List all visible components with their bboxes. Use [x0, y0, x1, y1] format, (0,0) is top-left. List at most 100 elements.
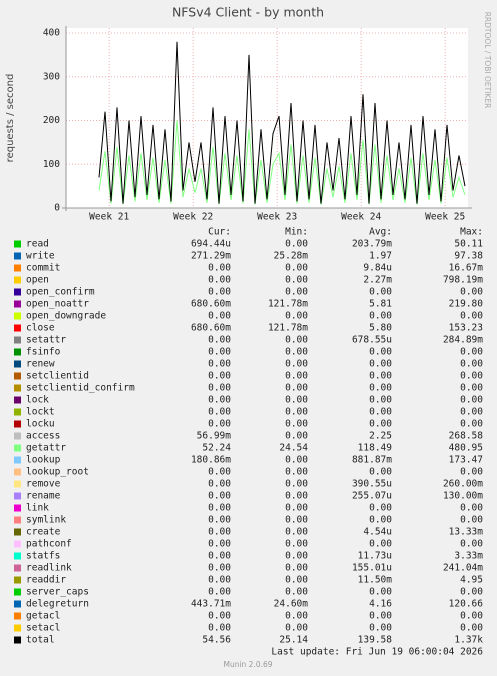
legend-swatch — [14, 528, 21, 536]
legend-stat: 0.00 — [460, 407, 483, 418]
legend-stat: 4.54u — [363, 527, 392, 538]
legend-entry: fsinfo — [26, 347, 61, 358]
legend-entry: delegreturn — [26, 599, 89, 610]
y-tick-label: 400 — [43, 28, 60, 39]
legend-stat: 0.00 — [208, 491, 231, 502]
legend-stat: 0.00 — [460, 311, 483, 322]
legend-swatch — [14, 420, 21, 428]
legend-stat: 139.58 — [358, 635, 393, 646]
legend-swatch — [14, 588, 21, 596]
legend-stat: 0.00 — [369, 611, 392, 622]
last-update: Last update: Fri Jun 19 06:00:04 2026 — [271, 647, 483, 658]
legend-stat: 203.79m — [352, 239, 392, 250]
legend-stat: 155.01u — [352, 563, 392, 574]
legend-swatch — [14, 516, 21, 524]
legend-swatch — [14, 576, 21, 584]
legend-stat: 0.00 — [208, 311, 231, 322]
legend-stat: 16.67m — [449, 263, 484, 274]
legend-swatch — [14, 240, 21, 248]
legend-stat: 0.00 — [285, 383, 308, 394]
legend-stat: 0.00 — [460, 515, 483, 526]
legend-stat: 255.07u — [352, 491, 392, 502]
x-tick-label: Week 25 — [425, 212, 465, 223]
legend-stat: 0.00 — [285, 491, 308, 502]
legend-stat: 118.49 — [358, 443, 393, 454]
legend-stat: 173.47 — [449, 455, 483, 466]
legend-entry: access — [26, 431, 60, 442]
legend-entry: open_downgrade — [26, 311, 106, 322]
legend-stat: 5.81 — [369, 299, 392, 310]
legend-stat: 0.00 — [285, 539, 308, 550]
legend-swatch — [14, 384, 21, 392]
legend-stat: 0.00 — [369, 407, 392, 418]
legend-entry: open — [26, 275, 49, 286]
legend-entry: statfs — [26, 551, 60, 562]
legend-entry: close — [26, 323, 55, 334]
legend-stat: 0.00 — [285, 419, 308, 430]
legend-stat: 694.44u — [191, 239, 231, 250]
legend-entry: link — [26, 503, 49, 514]
legend-entry: remove — [26, 479, 61, 490]
legend-swatch — [14, 276, 21, 284]
legend-stat: 0.00 — [285, 431, 308, 442]
legend-swatch — [14, 300, 21, 308]
legend-header: Avg: — [369, 227, 392, 238]
legend-stat: 0.00 — [285, 371, 308, 382]
legend-stat: 0.00 — [285, 359, 308, 370]
legend-stat: 0.00 — [369, 395, 392, 406]
legend-swatch — [14, 288, 21, 296]
legend-stat: 25.28m — [274, 251, 309, 262]
legend-stat: 0.00 — [369, 419, 392, 430]
legend-stat: 0.00 — [208, 263, 231, 274]
legend-swatch — [14, 600, 21, 608]
legend-swatch — [14, 540, 21, 548]
legend-stat: 153.23 — [449, 323, 483, 334]
legend-stat: 0.00 — [369, 503, 392, 514]
legend-swatch — [14, 324, 21, 332]
x-tick-label: Week 22 — [173, 212, 213, 223]
y-tick-label: 100 — [43, 159, 60, 170]
legend-stat: 180.86m — [191, 455, 231, 466]
legend-swatch — [14, 372, 21, 380]
legend-stat: 0.00 — [369, 467, 392, 478]
legend-stat: 54.56 — [202, 635, 231, 646]
legend-stat: 0.00 — [285, 395, 308, 406]
legend-swatch — [14, 348, 21, 356]
legend-stat: 480.95 — [449, 443, 483, 454]
legend-stat: 0.00 — [208, 395, 231, 406]
legend-swatch — [14, 552, 21, 560]
legend-stat: 0.00 — [285, 275, 308, 286]
legend-stat: 0.00 — [285, 239, 308, 250]
legend-entry: lockt — [26, 407, 55, 418]
legend-entry: open_confirm — [26, 287, 95, 298]
legend-stat: 0.00 — [285, 287, 308, 298]
legend-stat: 0.00 — [208, 287, 231, 298]
legend-stat: 0.00 — [285, 527, 308, 538]
legend-stat: 0.00 — [285, 479, 308, 490]
series-line — [98, 120, 466, 205]
legend-entry: total — [26, 635, 55, 646]
legend-stat: 4.95 — [460, 575, 483, 586]
legend-stat: 0.00 — [460, 623, 483, 634]
legend-stat: 0.00 — [285, 623, 308, 634]
legend-stat: 0.00 — [285, 611, 308, 622]
legend-stat: 271.29m — [191, 251, 231, 262]
legend-stat: 1.97 — [369, 251, 392, 262]
legend-stat: 0.00 — [285, 455, 308, 466]
legend-stat: 0.00 — [208, 371, 231, 382]
legend-swatch — [14, 612, 21, 620]
legend-entry: create — [26, 527, 61, 538]
legend-entry: lookup — [26, 455, 61, 466]
legend-entry: lookup_root — [26, 467, 89, 478]
legend-stat: 881.87m — [352, 455, 392, 466]
legend-stat: 260.00m — [443, 479, 483, 490]
legend-entry: readlink — [26, 563, 72, 574]
legend-swatch — [14, 480, 21, 488]
legend-stat: 0.00 — [460, 419, 483, 430]
legend-stat: 0.00 — [208, 419, 231, 430]
y-tick-label: 200 — [43, 115, 60, 126]
legend-stat: 0.00 — [208, 335, 231, 346]
legend-swatch — [14, 408, 21, 416]
legend-stat: 52.24 — [202, 443, 231, 454]
legend-stat: 0.00 — [285, 311, 308, 322]
